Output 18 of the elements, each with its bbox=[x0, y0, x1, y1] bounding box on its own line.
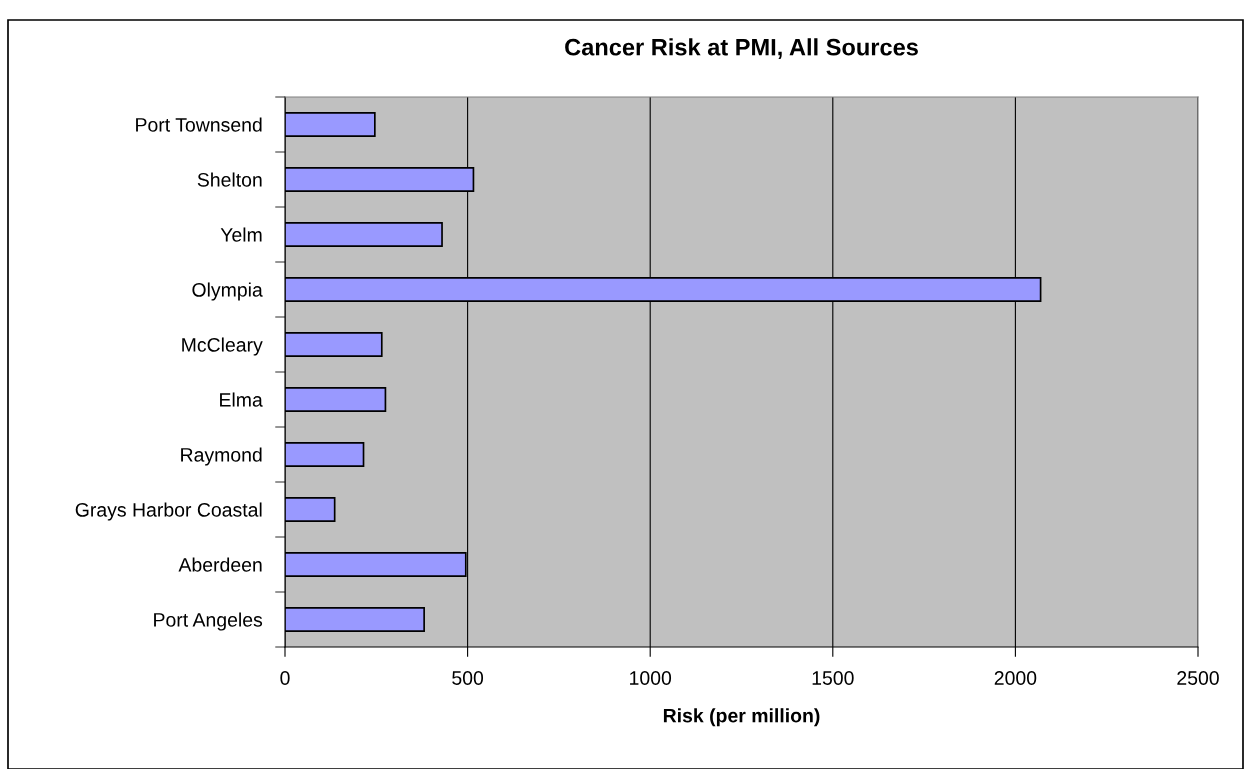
y-tick-label: Port Townsend bbox=[136, 117, 262, 132]
x-axis-title: Risk (per million) bbox=[663, 708, 820, 727]
x-tick-label: 2000 bbox=[994, 671, 1037, 685]
y-tick-label: Elma bbox=[220, 392, 263, 407]
y-tick-label: Shelton bbox=[197, 172, 262, 187]
y-tick-label: Grays Harbor Coastal bbox=[75, 502, 262, 521]
y-tick-label: Aberdeen bbox=[178, 557, 262, 572]
chart-title: Cancer Risk at PMI, All Sources bbox=[565, 38, 918, 59]
x-tick-label: 0 bbox=[280, 671, 290, 685]
y-tick-label: Yelm bbox=[220, 227, 262, 242]
x-tick-label: 2500 bbox=[1177, 671, 1219, 685]
x-tick-label: 500 bbox=[452, 671, 484, 685]
x-tick-label: 1000 bbox=[630, 671, 672, 685]
y-tick-label: McCleary bbox=[182, 337, 263, 356]
x-tick-label: 1500 bbox=[812, 671, 854, 685]
y-tick-label: Olympia bbox=[192, 282, 263, 301]
y-tick-label: Port Angeles bbox=[154, 612, 263, 631]
y-tick-label: Raymond bbox=[181, 447, 262, 466]
